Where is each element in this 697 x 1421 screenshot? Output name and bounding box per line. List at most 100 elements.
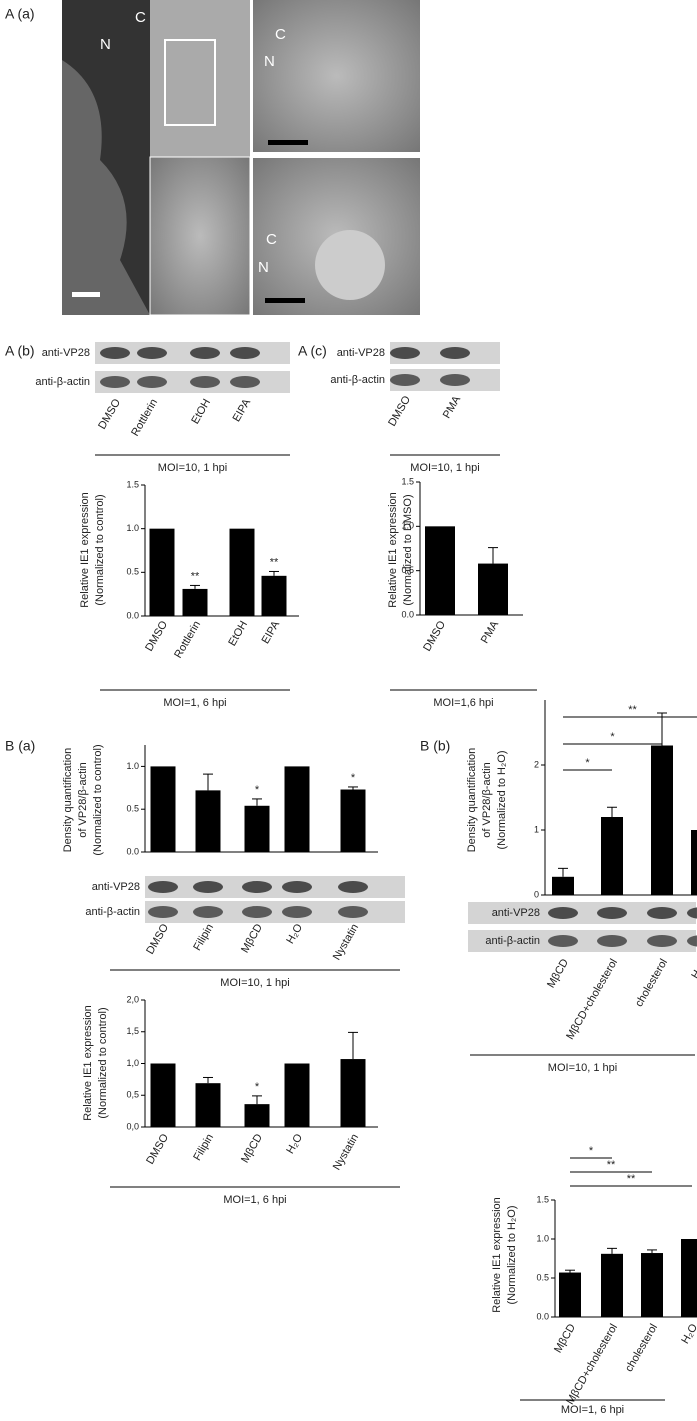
y-tick-label: 0.5 bbox=[126, 567, 139, 577]
bar bbox=[149, 528, 175, 616]
y-tick-label: 1 bbox=[534, 824, 539, 834]
blot-band bbox=[230, 376, 260, 388]
bar bbox=[681, 1239, 697, 1317]
x-tick-label: PMA bbox=[479, 618, 502, 645]
y-tick-label: 2 bbox=[534, 759, 539, 769]
blot-label: anti-VP28 bbox=[92, 881, 140, 893]
y-tick-label: 1,0 bbox=[126, 1058, 139, 1068]
x-tick-label: H₂O bbox=[689, 957, 697, 981]
bar bbox=[284, 1063, 310, 1127]
bar bbox=[425, 526, 455, 615]
scale-bar bbox=[72, 292, 100, 297]
blot-band bbox=[242, 906, 272, 918]
blot-band bbox=[687, 907, 697, 919]
y-axis-label: (Normalized to control) bbox=[97, 1007, 109, 1118]
y-axis-label: Relative IE1 expression bbox=[387, 492, 399, 608]
blot-band bbox=[148, 881, 178, 893]
blot-band bbox=[193, 906, 223, 918]
x-tick-label: Nystatin bbox=[331, 1132, 361, 1172]
em-image bbox=[150, 0, 250, 160]
x-tick-label: EIPA bbox=[260, 618, 283, 646]
bar bbox=[559, 1272, 581, 1317]
y-tick-label: 0.0 bbox=[126, 846, 139, 856]
lane-label: DMSO bbox=[96, 397, 123, 432]
blot-band bbox=[338, 881, 368, 893]
blot-band bbox=[548, 935, 578, 947]
blot-band bbox=[390, 374, 420, 386]
x-tick-label: DMSO bbox=[143, 619, 170, 654]
x-tick-label: MβCD+cholesterol bbox=[564, 957, 620, 1042]
y-axis-label: Density quantification bbox=[62, 748, 74, 853]
lane-label: Rottlerin bbox=[129, 397, 160, 438]
y-tick-label: 0.5 bbox=[401, 565, 414, 575]
blot-band bbox=[230, 347, 260, 359]
blot-label: anti-β-actin bbox=[330, 374, 385, 386]
panel-label: B (b) bbox=[420, 738, 450, 754]
y-axis-label: Density quantification bbox=[466, 748, 478, 853]
y-tick-label: 2,0 bbox=[126, 994, 139, 1004]
significance: ** bbox=[270, 556, 279, 568]
x-tick-label: H₂O bbox=[284, 1132, 305, 1156]
lane-label: PMA bbox=[441, 393, 464, 420]
x-tick-label: MβCD bbox=[545, 957, 571, 990]
blot-label: anti-VP28 bbox=[492, 907, 540, 919]
y-axis-label: Relative IE1 expression bbox=[491, 1197, 503, 1313]
panel-label: A (a) bbox=[5, 6, 35, 22]
significance: * bbox=[351, 772, 356, 784]
blot-band bbox=[440, 374, 470, 386]
y-axis-label: (Normalized to control) bbox=[94, 494, 106, 605]
blot-band bbox=[647, 935, 677, 947]
bar bbox=[284, 766, 310, 852]
y-tick-label: 1.5 bbox=[536, 1194, 549, 1204]
em-box bbox=[164, 39, 216, 126]
em-label: C bbox=[135, 9, 146, 26]
x-tick-label: H₂O bbox=[679, 1322, 697, 1346]
lane-label: EIPA bbox=[231, 396, 254, 424]
x-tick-label: MβCD bbox=[239, 922, 265, 955]
blot-band bbox=[100, 347, 130, 359]
blot-label: anti-β-actin bbox=[35, 376, 90, 388]
blot-label: anti-β-actin bbox=[85, 906, 140, 918]
significance: * bbox=[589, 1145, 594, 1157]
scale-bar bbox=[265, 298, 305, 303]
y-tick-label: 0 bbox=[534, 889, 539, 899]
em-label: N bbox=[264, 53, 275, 70]
bar bbox=[552, 876, 574, 895]
x-tick-label: Rottlerin bbox=[172, 619, 203, 660]
y-axis-label: (Normalized to DMSO) bbox=[402, 494, 414, 605]
blot-band bbox=[597, 907, 627, 919]
em-label: N bbox=[100, 36, 111, 53]
y-axis-label: of VP28/β-actin bbox=[77, 762, 89, 837]
bar bbox=[195, 1083, 221, 1127]
blot-band bbox=[193, 881, 223, 893]
y-tick-label: 0.5 bbox=[126, 804, 139, 814]
blot-band bbox=[548, 907, 578, 919]
blot-band bbox=[282, 906, 312, 918]
bar bbox=[340, 789, 366, 852]
bar bbox=[182, 588, 208, 616]
em-inset bbox=[149, 156, 251, 316]
condition: MOI=1, 6 hpi bbox=[561, 1404, 624, 1416]
x-tick-label: Filipin bbox=[191, 1132, 216, 1163]
y-tick-label: 1.0 bbox=[126, 523, 139, 533]
blot-band bbox=[137, 376, 167, 388]
bar bbox=[244, 805, 270, 852]
y-tick-label: 1.0 bbox=[401, 521, 414, 531]
y-axis-label: (Normalized to H₂O) bbox=[506, 1205, 518, 1304]
y-tick-label: 0.0 bbox=[126, 610, 139, 620]
blot bbox=[468, 902, 696, 924]
bar bbox=[150, 766, 176, 852]
blot-band bbox=[242, 881, 272, 893]
significance: * bbox=[255, 1081, 260, 1093]
blot-label: anti-VP28 bbox=[42, 347, 90, 359]
bar bbox=[229, 528, 255, 616]
significance: * bbox=[585, 757, 590, 769]
em-texture bbox=[62, 60, 150, 315]
significance: ** bbox=[607, 1159, 616, 1171]
x-tick-label: cholesterol bbox=[623, 1322, 660, 1374]
blot-band bbox=[390, 347, 420, 359]
x-tick-label: DMSO bbox=[421, 619, 448, 654]
bar bbox=[651, 745, 673, 895]
bar bbox=[150, 1063, 176, 1127]
